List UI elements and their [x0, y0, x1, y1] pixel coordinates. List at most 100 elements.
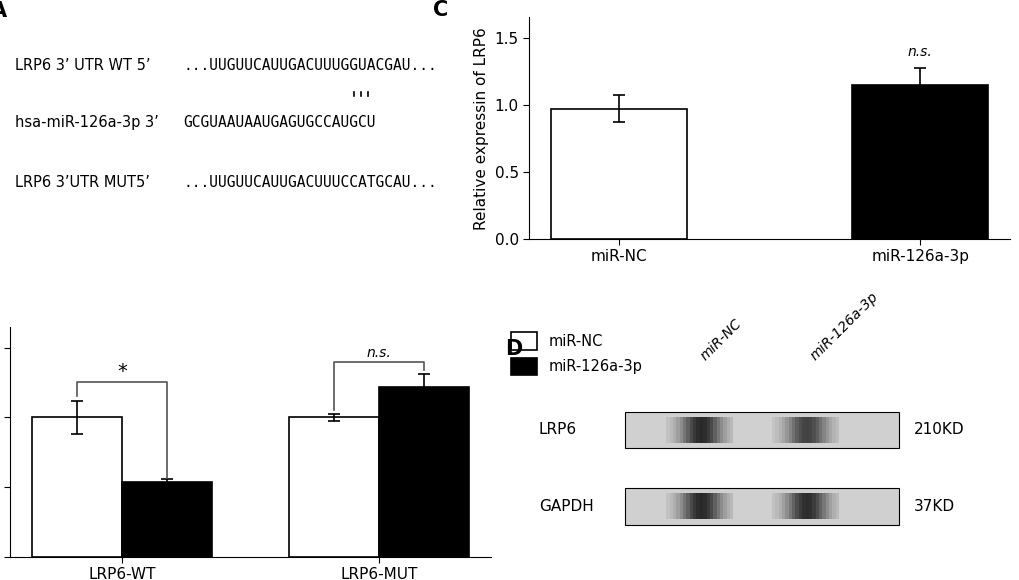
Bar: [798, 417, 801, 443]
Text: GAPDH: GAPDH: [538, 499, 593, 514]
Bar: [805, 494, 808, 520]
Bar: [774, 494, 777, 520]
Text: ...UUGUUCAUUGACUUUCCATGCAU...: ...UUGUUCAUUGACUUUCCATGCAU...: [183, 175, 436, 190]
Bar: [792, 417, 795, 443]
Text: C: C: [433, 0, 448, 20]
Bar: [702, 417, 706, 443]
Bar: [668, 417, 673, 443]
Bar: [709, 494, 712, 520]
Text: LRP6: LRP6: [538, 422, 577, 437]
Bar: [712, 417, 716, 443]
Bar: [825, 494, 828, 520]
Text: D: D: [504, 339, 522, 359]
Bar: [726, 494, 730, 520]
Bar: [818, 494, 821, 520]
Bar: [808, 417, 811, 443]
Bar: [788, 417, 792, 443]
Bar: [730, 494, 733, 520]
Bar: [668, 494, 673, 520]
Bar: [782, 417, 785, 443]
Bar: [722, 417, 726, 443]
Bar: [665, 494, 668, 520]
Bar: [811, 417, 815, 443]
Bar: [815, 494, 818, 520]
Bar: [122, 482, 212, 557]
Bar: [795, 494, 798, 520]
Bar: [693, 494, 696, 520]
Bar: [730, 417, 733, 443]
Bar: [852, 85, 987, 239]
Bar: [774, 417, 777, 443]
Bar: [777, 494, 782, 520]
Bar: [792, 494, 795, 520]
Bar: [288, 418, 379, 557]
Bar: [702, 494, 706, 520]
Bar: [716, 494, 719, 520]
Bar: [832, 417, 835, 443]
Bar: [828, 494, 832, 520]
Text: A: A: [0, 1, 7, 21]
Bar: [832, 494, 835, 520]
Text: n.s.: n.s.: [907, 45, 931, 59]
Text: miR-126a-3p: miR-126a-3p: [807, 290, 880, 364]
Bar: [726, 417, 730, 443]
Bar: [712, 494, 716, 520]
Bar: [805, 417, 808, 443]
Bar: [709, 417, 712, 443]
Bar: [686, 494, 689, 520]
Bar: [696, 417, 699, 443]
Bar: [665, 417, 668, 443]
Legend: miR-NC, miR-126a-3p: miR-NC, miR-126a-3p: [504, 327, 648, 381]
Bar: [785, 494, 788, 520]
Bar: [550, 108, 686, 239]
Bar: [706, 494, 709, 520]
Bar: [699, 417, 702, 443]
Bar: [828, 417, 832, 443]
Bar: [808, 494, 811, 520]
Bar: [818, 417, 821, 443]
Text: hsa-miR-126a-3p 3’: hsa-miR-126a-3p 3’: [15, 115, 159, 129]
Bar: [686, 417, 689, 443]
Bar: [719, 417, 722, 443]
Text: *: *: [117, 362, 126, 381]
Bar: [32, 418, 122, 557]
Bar: [625, 412, 899, 448]
Bar: [825, 417, 828, 443]
Bar: [716, 417, 719, 443]
Text: 210KD: 210KD: [913, 422, 963, 437]
Bar: [821, 417, 825, 443]
Text: miR-NC: miR-NC: [697, 317, 744, 364]
Bar: [795, 417, 798, 443]
Bar: [696, 494, 699, 520]
Bar: [699, 494, 702, 520]
Bar: [785, 417, 788, 443]
Bar: [689, 417, 693, 443]
Y-axis label: Relative expressin of LRP6: Relative expressin of LRP6: [474, 27, 489, 230]
Text: LRP6 3’UTR MUT5’: LRP6 3’UTR MUT5’: [15, 175, 150, 190]
Text: 37KD: 37KD: [913, 499, 954, 514]
Bar: [673, 494, 676, 520]
Bar: [379, 387, 469, 557]
Bar: [771, 417, 774, 443]
Bar: [788, 494, 792, 520]
Bar: [683, 417, 686, 443]
Bar: [679, 417, 683, 443]
Bar: [811, 494, 815, 520]
Text: n.s.: n.s.: [366, 346, 391, 360]
Bar: [771, 494, 774, 520]
Bar: [801, 494, 805, 520]
Bar: [777, 417, 782, 443]
Bar: [689, 494, 693, 520]
Bar: [693, 417, 696, 443]
Bar: [782, 494, 785, 520]
Bar: [676, 494, 679, 520]
Bar: [835, 494, 839, 520]
Text: ...UUGUUCAUUGACUUUGGUACGAU...: ...UUGUUCAUUGACUUUGGUACGAU...: [183, 58, 436, 73]
Bar: [815, 417, 818, 443]
Bar: [798, 494, 801, 520]
Text: LRP6 3’ UTR WT 5’: LRP6 3’ UTR WT 5’: [15, 58, 151, 73]
Bar: [679, 494, 683, 520]
Bar: [625, 488, 899, 524]
Bar: [719, 494, 722, 520]
Bar: [801, 417, 805, 443]
